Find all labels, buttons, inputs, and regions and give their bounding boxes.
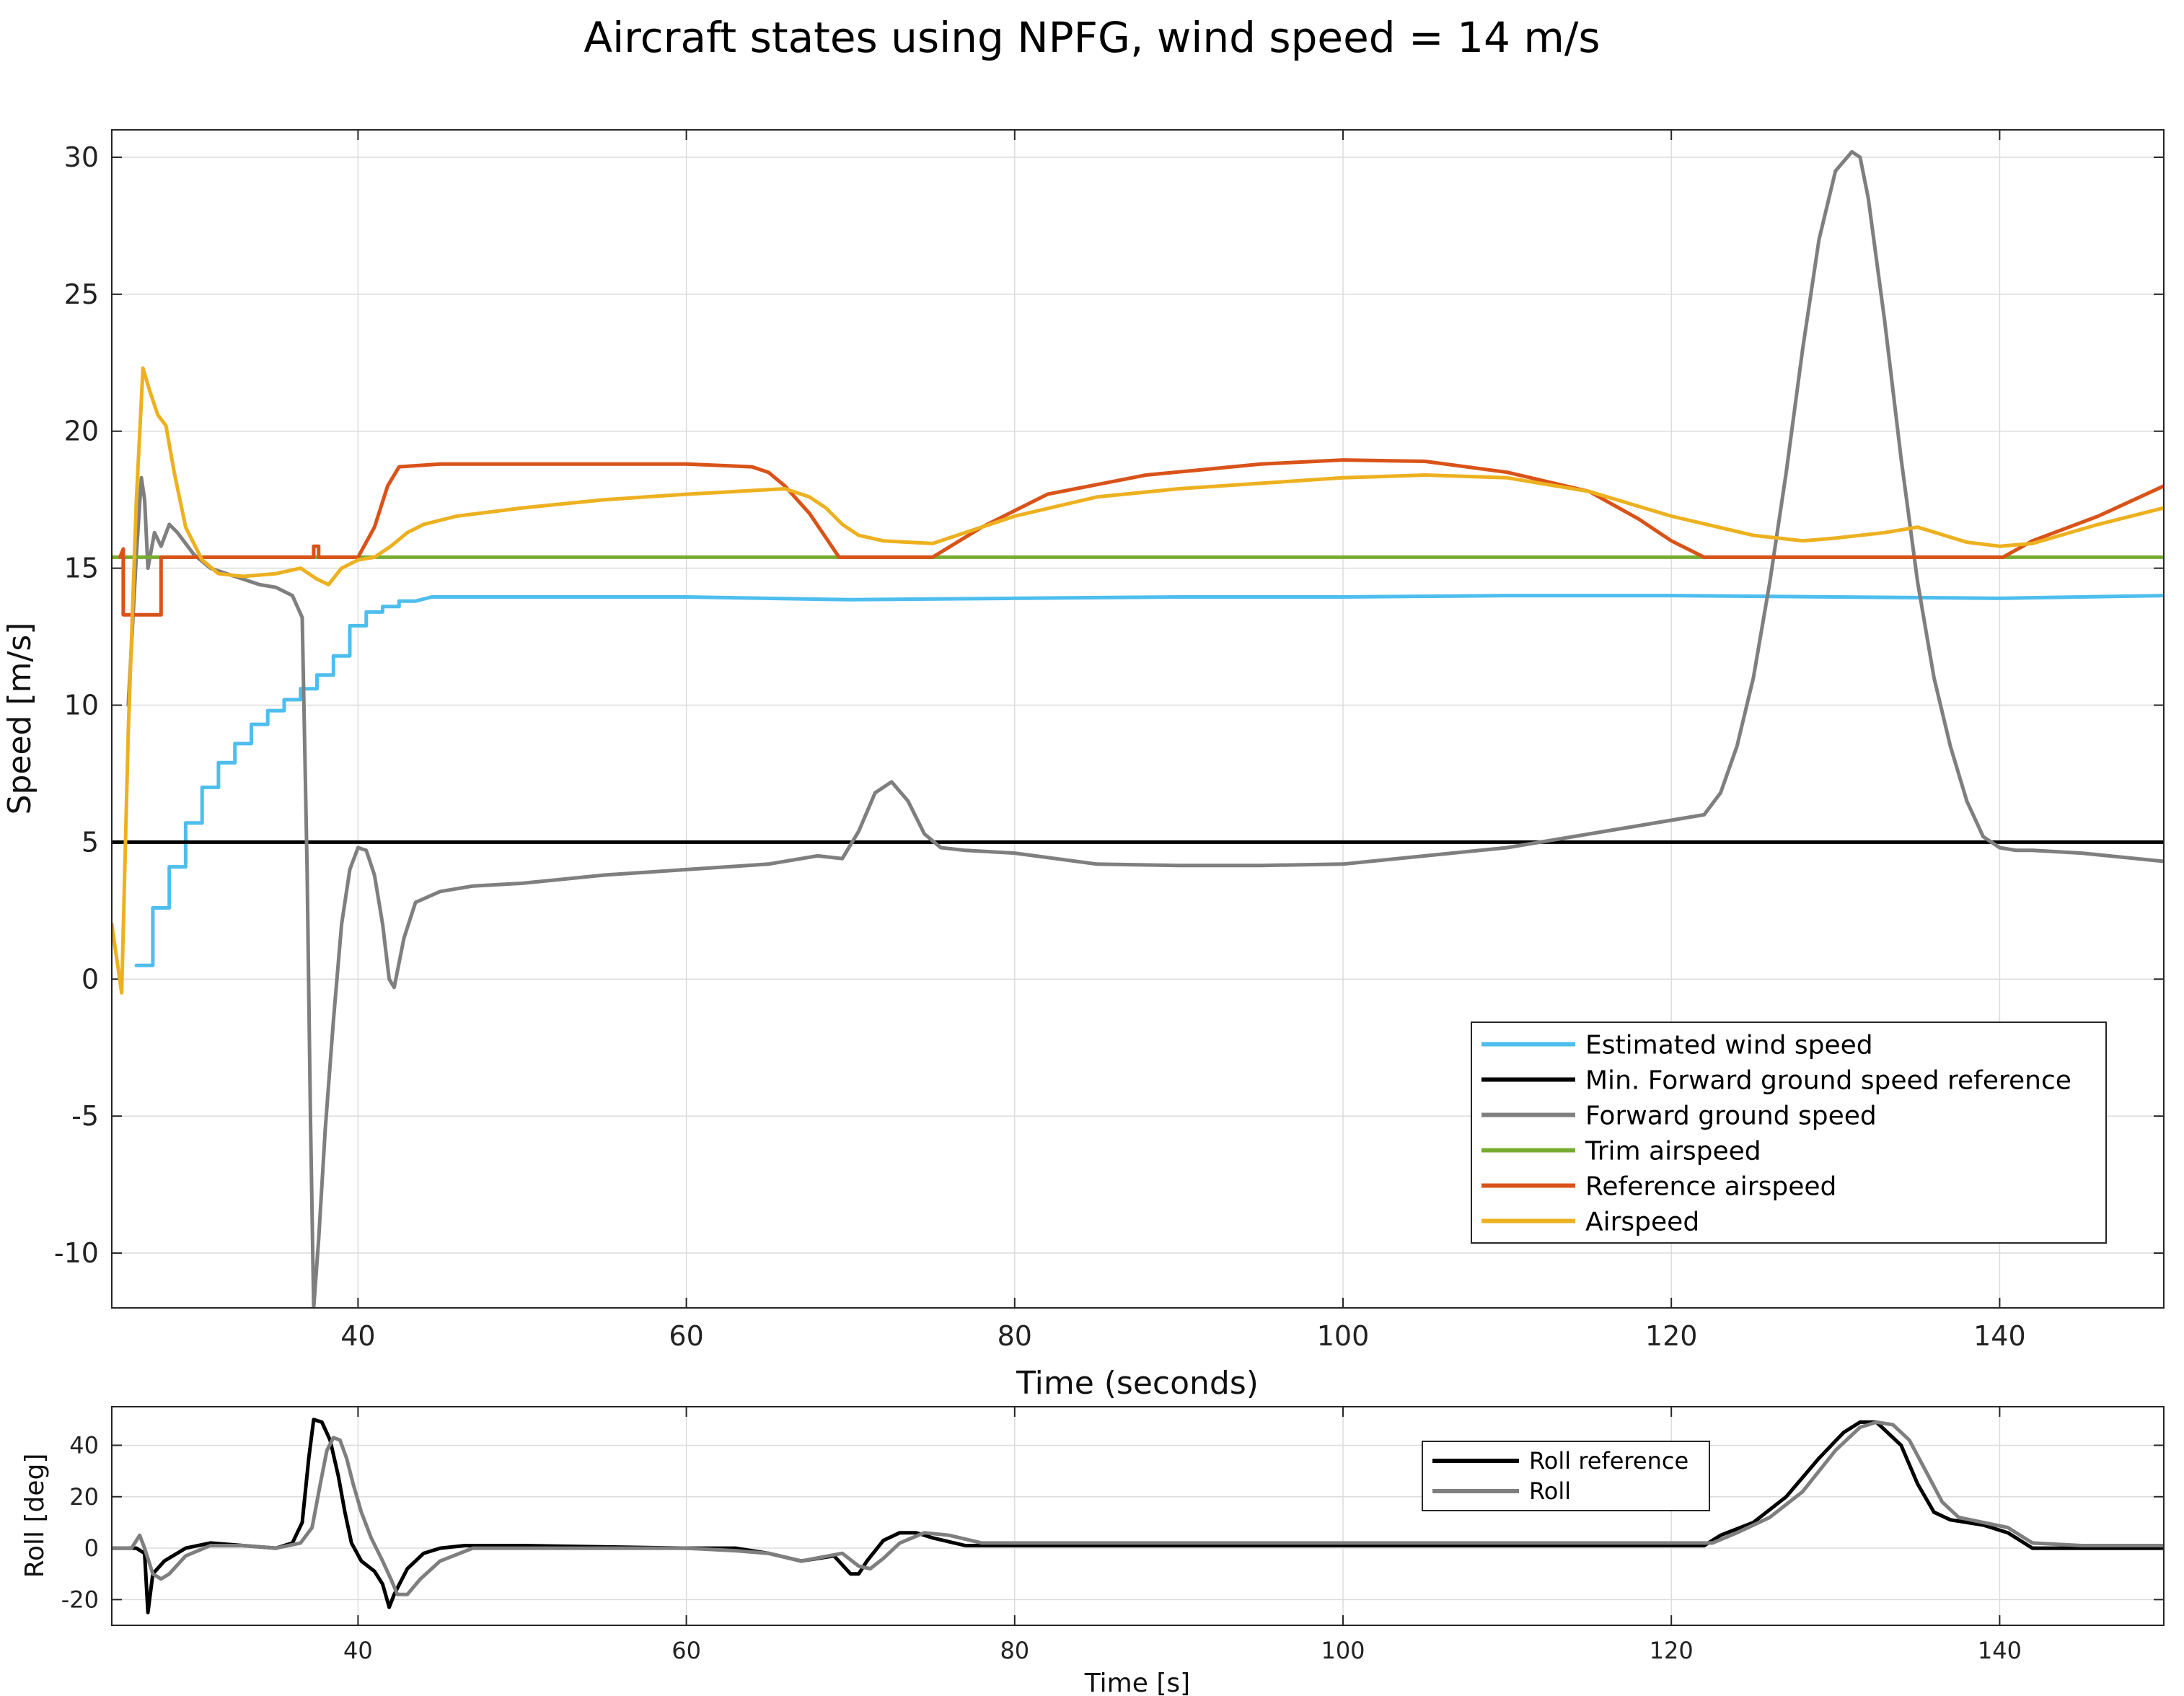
series-line-roll: [112, 1420, 2164, 1596]
y-tick-label: 10: [64, 690, 99, 721]
y-tick-label: 20: [64, 416, 99, 447]
roll-x-axis-label: Time [s]: [1084, 1669, 1190, 1696]
y-tick-label: -10: [54, 1237, 99, 1269]
legend-entry-label: Roll: [1529, 1477, 1571, 1505]
series-line-airspeed: [112, 366, 2164, 995]
x-tick-label: 140: [1978, 1637, 2022, 1664]
y-tick-label: -5: [71, 1100, 99, 1132]
legend-entry-label: Estimated wind speed: [1585, 1031, 1873, 1060]
y-tick-label: -20: [61, 1586, 99, 1613]
x-tick-label: 80: [1000, 1637, 1029, 1664]
speed-x-axis-label: Time (seconds): [1016, 1365, 1259, 1402]
speed-y-axis-label: Speed [m/s]: [1, 623, 38, 815]
x-tick-label: 100: [1321, 1637, 1365, 1664]
speed-grid: [112, 130, 2164, 1308]
y-tick-label: 40: [69, 1431, 99, 1459]
x-tick-label: 40: [343, 1637, 373, 1664]
legend-entry-label: Airspeed: [1585, 1208, 1699, 1237]
y-tick-label: 0: [84, 1534, 99, 1562]
y-tick-label: 20: [69, 1483, 99, 1511]
legend-box: [1471, 1021, 2107, 1244]
x-tick-label: 120: [1650, 1637, 1694, 1664]
y-tick-label: 25: [64, 278, 99, 310]
x-tick-label: 60: [669, 1320, 703, 1352]
series-line-estimated-wind-speed: [134, 594, 2164, 967]
roll-y-axis-label: Roll [deg]: [20, 1454, 50, 1578]
roll-plot-background: [112, 1407, 2164, 1625]
x-tick-label: 40: [340, 1320, 375, 1352]
y-tick-label: 30: [64, 141, 99, 173]
chart-title: Aircraft states using NPFG, wind speed =…: [584, 13, 1600, 62]
speed-legend: Estimated wind speed Min. Forward ground …: [1471, 1021, 2107, 1244]
legend-entry-label: Trim airspeed: [1585, 1137, 1761, 1166]
roll-tick-labels: 40 60 80 100 120 140 40 20 0 -20: [61, 1407, 2164, 1664]
legend-entry-label: Reference airspeed: [1585, 1172, 1836, 1202]
roll-plot: 40 60 80 100 120 140 40 20 0 -20 Time [s] Roll [d…: [20, 1406, 2165, 1696]
x-tick-label: 100: [1317, 1320, 1370, 1352]
roll-series: [112, 1418, 2164, 1614]
y-tick-label: 0: [82, 963, 99, 995]
speed-tick-labels: 40 60 80 100 120 140 30 25 20 15 10 5 0 -5 -10: [54, 130, 2164, 1352]
roll-plot-frame: [111, 1406, 2165, 1626]
x-tick-label: 120: [1645, 1320, 1698, 1352]
series-line-forward-ground-speed: [126, 149, 2164, 1308]
legend-entry-label: Forward ground speed: [1585, 1102, 1877, 1131]
y-tick-label: 5: [82, 826, 99, 858]
legend-entry-label: Min. Forward ground speed reference: [1585, 1066, 2071, 1096]
x-tick-label: 80: [998, 1320, 1032, 1352]
speed-plot-frame: [111, 129, 2165, 1309]
y-tick-label: 15: [64, 553, 99, 584]
series-line-reference-airspeed: [118, 458, 2164, 617]
x-tick-label: 60: [672, 1637, 701, 1664]
legend-entry-label: Roll reference: [1529, 1447, 1688, 1475]
legend-box: [1422, 1441, 1710, 1511]
x-tick-label: 140: [1973, 1320, 2026, 1352]
speed-series: [112, 149, 2164, 1308]
speed-plot: 40 60 80 100 120 140 30 25 20 15 10 5 0 -5 -10 Time (s…: [1, 129, 2165, 1402]
